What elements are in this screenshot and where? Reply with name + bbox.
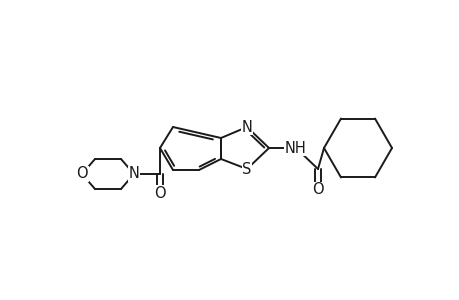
Text: O: O (312, 182, 323, 197)
Text: NH: NH (285, 140, 306, 155)
Text: S: S (242, 161, 251, 176)
Text: N: N (241, 119, 252, 134)
Text: O: O (154, 185, 165, 200)
Text: O: O (76, 167, 88, 182)
Text: N: N (128, 167, 139, 182)
